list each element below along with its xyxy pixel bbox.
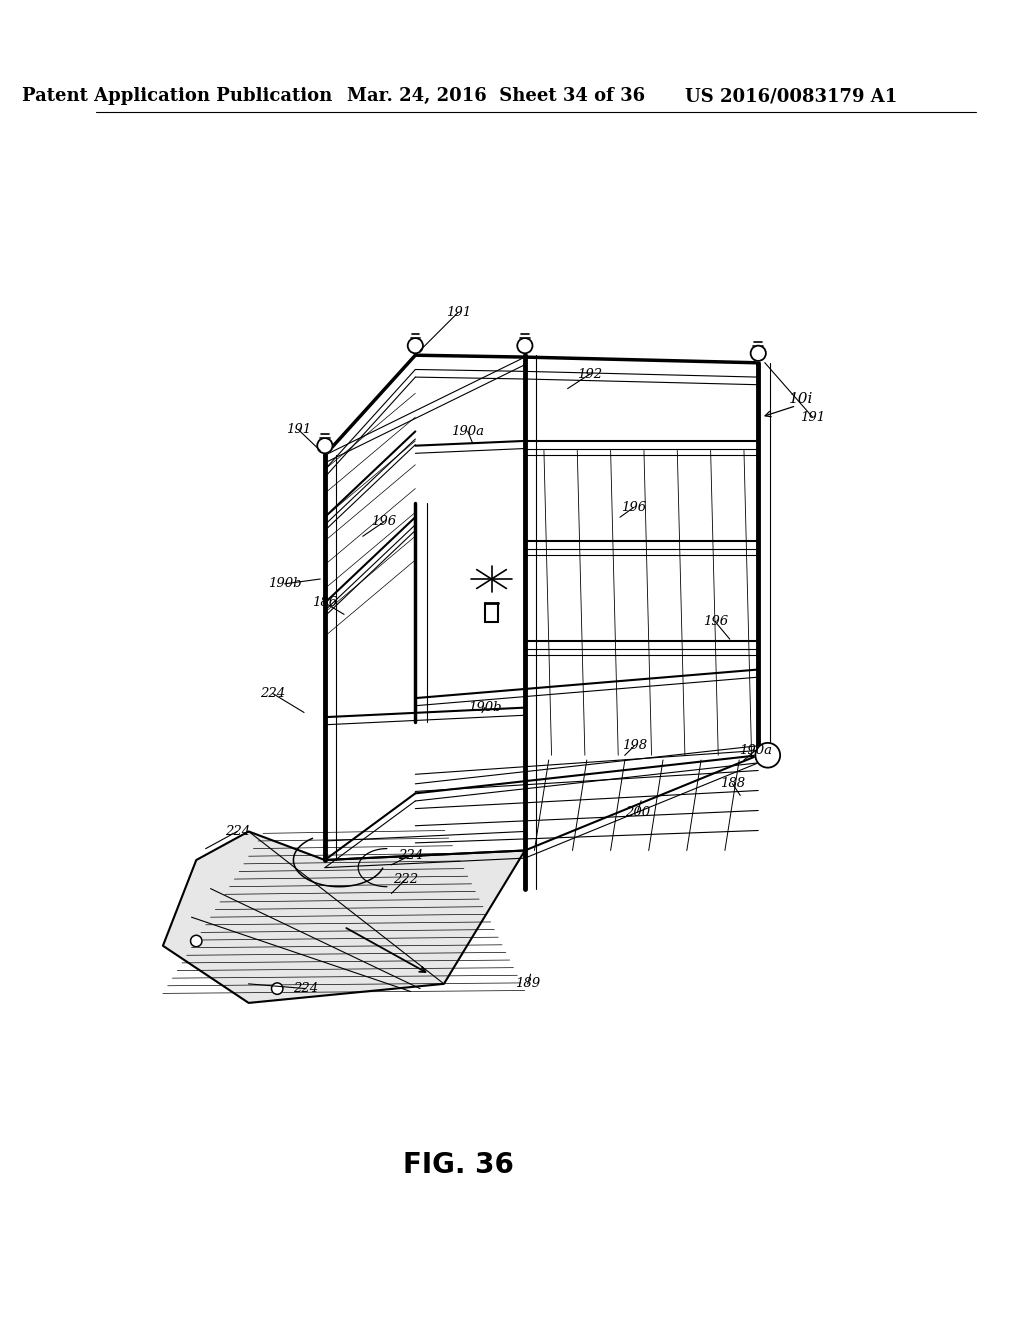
Text: US 2016/0083179 A1: US 2016/0083179 A1 bbox=[685, 87, 898, 106]
Circle shape bbox=[271, 983, 283, 994]
Text: 222: 222 bbox=[393, 873, 419, 886]
Text: 191: 191 bbox=[800, 411, 825, 424]
Text: 189: 189 bbox=[515, 977, 541, 990]
Text: FIG. 36: FIG. 36 bbox=[402, 1151, 514, 1179]
Circle shape bbox=[190, 936, 202, 946]
Text: 196: 196 bbox=[372, 515, 396, 528]
Text: 224: 224 bbox=[260, 686, 285, 700]
Text: 200: 200 bbox=[625, 807, 650, 818]
Text: 192: 192 bbox=[578, 368, 602, 380]
Text: 191: 191 bbox=[286, 422, 310, 436]
Text: 190a: 190a bbox=[739, 744, 772, 756]
Text: Patent Application Publication: Patent Application Publication bbox=[23, 87, 333, 106]
Circle shape bbox=[317, 438, 333, 453]
Circle shape bbox=[751, 346, 766, 360]
Text: 224: 224 bbox=[398, 849, 423, 862]
Text: 190a: 190a bbox=[452, 425, 484, 438]
Text: 196: 196 bbox=[621, 502, 646, 513]
Text: 224: 224 bbox=[224, 825, 250, 838]
Text: 198: 198 bbox=[622, 739, 647, 752]
Circle shape bbox=[756, 743, 780, 768]
Circle shape bbox=[517, 338, 532, 354]
Polygon shape bbox=[163, 832, 525, 1003]
Text: Mar. 24, 2016  Sheet 34 of 36: Mar. 24, 2016 Sheet 34 of 36 bbox=[347, 87, 645, 106]
Text: 10i: 10i bbox=[788, 392, 813, 405]
Text: 196: 196 bbox=[702, 615, 728, 628]
Text: 186: 186 bbox=[312, 597, 338, 610]
Text: 224: 224 bbox=[293, 982, 318, 995]
Text: 188: 188 bbox=[720, 777, 745, 791]
Circle shape bbox=[408, 338, 423, 354]
Text: 190b: 190b bbox=[268, 577, 302, 590]
Text: 190b: 190b bbox=[468, 701, 502, 714]
Text: 191: 191 bbox=[445, 306, 471, 319]
